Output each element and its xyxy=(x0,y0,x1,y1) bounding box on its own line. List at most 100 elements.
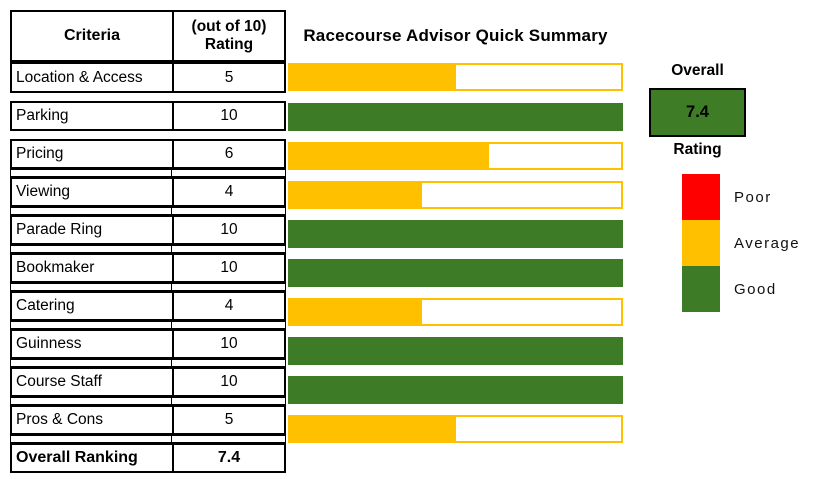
legend-item: Poor xyxy=(682,174,800,220)
legend-label: Good xyxy=(734,280,777,298)
rating-bar-fill xyxy=(290,65,456,89)
table-spacer-row xyxy=(10,321,286,329)
bar-slot xyxy=(288,259,623,289)
bar-slot xyxy=(288,220,623,250)
overall-score-box: 7.4 xyxy=(649,88,746,137)
bar-slot xyxy=(288,376,623,406)
bar-slot xyxy=(288,337,623,367)
criteria-cell: Pros & Cons xyxy=(12,407,174,433)
rating-cell: 5 xyxy=(224,68,234,86)
spacer-divider xyxy=(171,170,172,176)
table-spacer-row xyxy=(10,435,286,443)
legend-label: Poor xyxy=(734,188,772,206)
table-row: Viewing 4 xyxy=(10,177,286,207)
rating-bar-fill xyxy=(290,378,621,402)
row-gap xyxy=(288,94,623,102)
rating-bar-fill xyxy=(290,417,456,441)
bar-slot xyxy=(288,181,623,211)
rating-header-line2: Rating xyxy=(204,36,254,53)
rating-bar-fill xyxy=(290,261,621,285)
row-gap xyxy=(288,367,623,375)
rating-cell: 4 xyxy=(224,183,234,200)
table-row: Guinness 10 xyxy=(10,329,286,359)
legend-swatch xyxy=(682,266,720,312)
summary-bar-chart: Racecourse Advisor Quick Summary xyxy=(288,10,623,445)
legend-item: Average xyxy=(682,220,800,266)
table-spacer-row xyxy=(10,245,286,253)
criteria-cell: Viewing xyxy=(12,179,174,205)
row-gap xyxy=(288,289,623,297)
criteria-table: Criteria (out of 10) Rating Location & A… xyxy=(10,10,286,473)
rating-cell: 10 xyxy=(220,221,238,238)
rating-bar xyxy=(288,103,623,131)
row-gap xyxy=(288,211,623,219)
row-gap xyxy=(288,406,623,414)
criteria-cell: Location & Access xyxy=(12,64,174,91)
rating-bar xyxy=(288,376,623,404)
table-spacer-row xyxy=(10,359,286,367)
criteria-cell: Parking xyxy=(12,103,174,129)
bar-slot xyxy=(288,63,623,94)
rating-header-cell: (out of 10) Rating xyxy=(174,12,284,60)
rating-cell: 5 xyxy=(224,411,234,428)
legend-item: Good xyxy=(682,266,800,312)
row-gap xyxy=(288,250,623,258)
rating-cell: 6 xyxy=(224,145,234,162)
table-row: Bookmaker 10 xyxy=(10,253,286,283)
row-gap xyxy=(288,133,623,141)
spacer-divider xyxy=(171,208,172,214)
bar-slot xyxy=(288,103,623,133)
rating-cell: 10 xyxy=(220,107,238,124)
bar-slot xyxy=(288,298,623,328)
spacer-divider xyxy=(171,436,172,442)
bar-slot xyxy=(288,415,623,445)
rating-bar-fill xyxy=(290,105,621,129)
table-row: Parking 10 xyxy=(10,101,286,131)
rating-cell: 10 xyxy=(220,335,238,352)
overall-ranking-row: Overall Ranking 7.4 xyxy=(10,443,286,473)
row-gap xyxy=(288,172,623,180)
legend-label: Average xyxy=(734,234,801,252)
legend-swatch xyxy=(682,174,720,220)
rating-legend: Poor Average Good xyxy=(682,174,800,312)
rating-bar xyxy=(288,181,623,209)
criteria-cell: Parade Ring xyxy=(12,217,174,243)
criteria-cell: Catering xyxy=(12,293,174,319)
rating-bar-fill xyxy=(290,144,489,168)
table-header-row: Criteria (out of 10) Rating xyxy=(10,10,286,62)
rating-bar xyxy=(288,259,623,287)
rating-bar xyxy=(288,337,623,365)
spacer-divider xyxy=(171,322,172,328)
rating-bar xyxy=(288,298,623,326)
table-spacer-row xyxy=(10,397,286,405)
criteria-cell: Course Staff xyxy=(12,369,174,395)
row-gap xyxy=(288,328,623,336)
spacer-divider xyxy=(171,284,172,290)
chart-title: Racecourse Advisor Quick Summary xyxy=(303,26,608,45)
rating-bar-fill xyxy=(290,300,423,324)
rating-bar-fill xyxy=(290,339,621,363)
legend-swatch xyxy=(682,220,720,266)
rating-cell: 4 xyxy=(224,297,234,314)
row-gap xyxy=(10,93,286,101)
table-spacer-row xyxy=(10,207,286,215)
table-row: Pros & Cons 5 xyxy=(10,405,286,435)
overall-ranking-value-cell: 7.4 xyxy=(217,449,241,466)
rating-bar xyxy=(288,220,623,248)
criteria-header-cell: Criteria xyxy=(12,12,174,60)
overall-ranking-label-cell: Overall Ranking xyxy=(12,445,174,471)
rating-bar xyxy=(288,142,623,170)
rating-bar xyxy=(288,415,623,443)
row-gap xyxy=(10,131,286,139)
spacer-divider xyxy=(171,360,172,366)
table-row: Location & Access 5 xyxy=(10,62,286,93)
table-spacer-row xyxy=(10,169,286,177)
criteria-cell: Guinness xyxy=(12,331,174,357)
spacer-divider xyxy=(171,398,172,404)
criteria-cell: Pricing xyxy=(12,141,174,167)
overall-label: Overall xyxy=(671,62,724,79)
spacer-divider xyxy=(171,246,172,252)
bar-slot xyxy=(288,142,623,172)
table-spacer-row xyxy=(10,283,286,291)
